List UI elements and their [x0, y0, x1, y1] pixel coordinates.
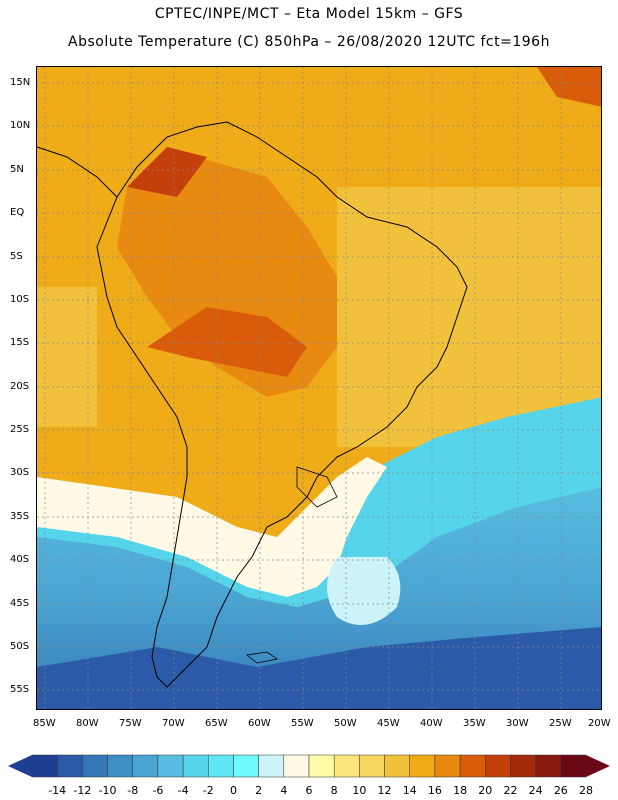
map-field: [37, 67, 601, 709]
colorbar-label: 8: [330, 784, 338, 797]
lon-label: 60W: [248, 718, 271, 729]
lon-label: 70W: [162, 718, 185, 729]
colorbar-label: 26: [553, 784, 568, 797]
colorbar-label: 16: [427, 784, 442, 797]
pacific-warm-band: [37, 287, 97, 427]
colorbar-swatch: [182, 754, 209, 778]
colorbar-swatch: [384, 754, 410, 778]
lon-label: 45W: [377, 718, 400, 729]
lat-label: 25S: [10, 424, 30, 435]
colorbar-swatch: [208, 754, 234, 778]
lon-label: 25W: [549, 718, 572, 729]
uruguay-outline: [296, 466, 338, 508]
colorbar-label: 24: [528, 784, 543, 797]
coldest-field: [37, 627, 601, 709]
colorbar-label: 14: [402, 784, 417, 797]
temperature-map: [36, 66, 602, 710]
colorbar-label: -6: [152, 784, 164, 797]
colorbar-swatch: [31, 754, 58, 778]
colorbar-swatch: [560, 754, 587, 778]
lat-label: 15S: [10, 337, 30, 348]
lon-label: 30W: [506, 718, 529, 729]
lon-label: 20W: [588, 718, 611, 729]
lat-label: 10S: [10, 294, 30, 305]
colorbar-swatch: [359, 754, 385, 778]
colorbar-label: 18: [453, 784, 468, 797]
graticule: [37, 67, 601, 709]
colorbar-swatch: [107, 754, 133, 778]
andes-hot-spot: [127, 147, 207, 197]
colorbar-swatch: [434, 754, 461, 778]
map-subtitle: Absolute Temperature (C) 850hPa – 26/08/…: [68, 34, 550, 50]
colorbar-swatch: [459, 754, 486, 778]
colorbar-high-arrow: [586, 755, 610, 777]
colorbar-swatch: [56, 754, 83, 778]
colorbar-swatch: [82, 754, 108, 778]
lat-label: 30S: [10, 467, 30, 478]
colorbar-swatch: [132, 754, 159, 778]
cold-front-band: [37, 457, 387, 597]
colorbar-label: 20: [478, 784, 493, 797]
colorbar-swatch: [333, 754, 360, 778]
colorbar-low-arrow: [8, 755, 32, 777]
lat-label: 10N: [10, 120, 31, 131]
colorbar-label: -10: [98, 784, 117, 797]
lat-label: 20S: [10, 381, 30, 392]
lat-label: 5S: [10, 251, 23, 262]
colorbar-swatch: [308, 754, 335, 778]
lat-label: 50S: [10, 641, 30, 652]
colorbar-label: -14: [48, 784, 67, 797]
colorbar-label: -4: [177, 784, 189, 797]
lon-label: 75W: [119, 718, 142, 729]
lat-label: 55S: [10, 684, 30, 695]
warm-ocean-band: [337, 187, 601, 447]
colorbar-swatch: [485, 754, 511, 778]
lon-label: 55W: [291, 718, 314, 729]
map-title: CPTEC/INPE/MCT – Eta Model 15km – GFS: [154, 6, 464, 22]
colorbar-swatch: [535, 754, 562, 778]
colorbar-label: 2: [255, 784, 263, 797]
cutoff-low: [327, 557, 401, 625]
colorbar-swatches: [31, 754, 587, 778]
lat-label: 5N: [10, 164, 24, 175]
lat-label: 35S: [10, 511, 30, 522]
lon-label: 35W: [463, 718, 486, 729]
colorbar-label: 12: [377, 784, 392, 797]
colorbar-label: 6: [305, 784, 313, 797]
central-america-outline: [37, 146, 118, 198]
colorbar-label: -12: [73, 784, 92, 797]
colorbar-swatch: [233, 754, 259, 778]
hot-core: [147, 307, 307, 377]
lon-label: 65W: [205, 718, 228, 729]
lat-label: 45S: [10, 598, 30, 609]
colorbar-label: -2: [202, 784, 214, 797]
colorbar-swatch: [409, 754, 436, 778]
lon-label: 80W: [76, 718, 99, 729]
colorbar-label: -8: [127, 784, 139, 797]
colorbar-label: 0: [229, 784, 237, 797]
colorbar-swatch: [258, 754, 285, 778]
lon-label: 40W: [420, 718, 443, 729]
lon-label: 85W: [33, 718, 56, 729]
colorbar-label: 10: [352, 784, 367, 797]
falklands-outline: [246, 651, 278, 664]
colorbar-swatch: [157, 754, 184, 778]
colorbar-swatch: [510, 754, 536, 778]
colorbar-label: 4: [280, 784, 288, 797]
colorbar-swatch: [283, 754, 310, 778]
colorbar-label: 28: [579, 784, 593, 797]
colorbar-label: 22: [503, 784, 518, 797]
caribbean-hot-spot: [537, 67, 601, 107]
lat-label: 15N: [10, 77, 31, 88]
lat-label: EQ: [10, 207, 25, 218]
colorbar: [8, 754, 610, 778]
lon-label: 50W: [334, 718, 357, 729]
lat-label: 40S: [10, 554, 30, 565]
